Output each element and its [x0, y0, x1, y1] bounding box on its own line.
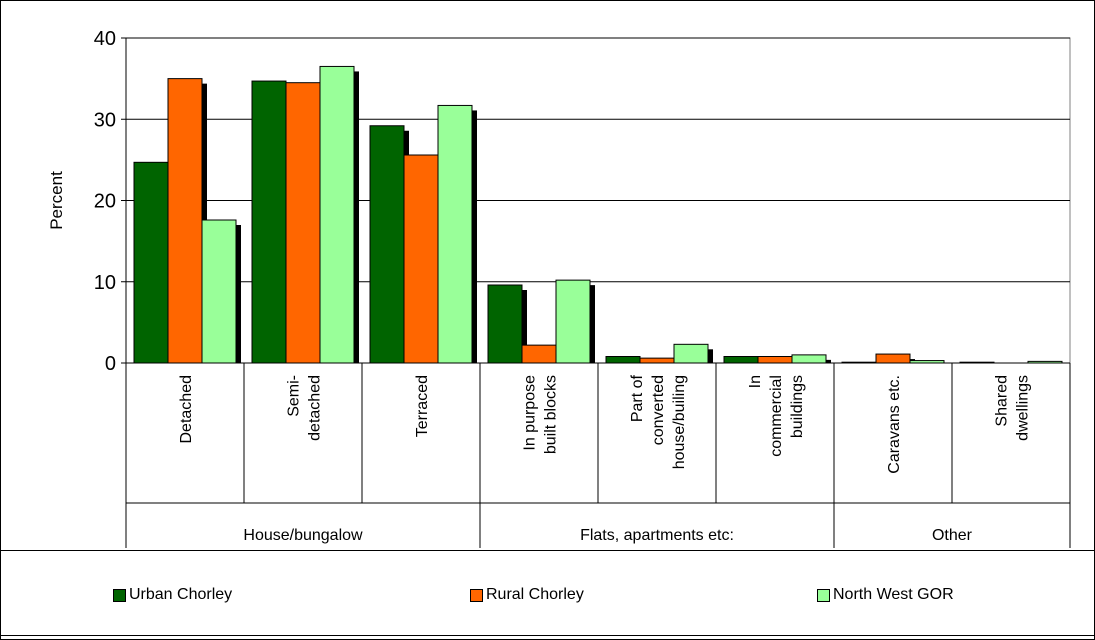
- category-label-line: dwellings: [1015, 375, 1032, 441]
- category-label-line: In purpose: [522, 375, 539, 451]
- category-label: Detached: [178, 375, 195, 444]
- bar-north-west-gor: [437, 104, 473, 364]
- y-tick-label: 30: [94, 109, 116, 131]
- category-label-line: In: [747, 375, 764, 388]
- legend-label: Rural Chorley: [486, 586, 584, 603]
- category-label-line: Semi-: [286, 375, 303, 417]
- bottom-border: [0, 635, 1095, 636]
- category-label: In commercial buildings: [747, 375, 806, 457]
- bar-rural-chorley: [285, 82, 321, 364]
- category-label-line: Detached: [178, 375, 195, 444]
- y-tick-label: 20: [94, 191, 116, 213]
- bar-rural-chorley: [757, 356, 793, 364]
- bar-urban-chorley: [487, 284, 523, 364]
- category-label-line: built blocks: [543, 375, 560, 454]
- bar-rural-chorley: [875, 353, 911, 364]
- bar-rural-chorley: [167, 78, 203, 364]
- category-label: In purpose built blocks: [522, 375, 560, 454]
- bar-urban-chorley: [133, 161, 169, 364]
- bar-rural-chorley: [403, 154, 439, 364]
- bar-north-west-gor: [319, 65, 355, 364]
- category-label-line: detached: [307, 375, 324, 441]
- bar-rural-chorley: [639, 357, 675, 364]
- category-label-line: buildings: [789, 375, 806, 438]
- category-label: Shared dwellings: [994, 375, 1032, 441]
- legend-top-border: [0, 550, 1095, 551]
- y-tick-label: 0: [105, 353, 116, 375]
- legend-item: Urban Chorley: [113, 586, 232, 604]
- legend-item: Rural Chorley: [470, 586, 584, 604]
- category-label-line: Caravans etc.: [886, 375, 903, 474]
- legend-swatch: [470, 588, 483, 602]
- bar-urban-chorley: [723, 356, 759, 364]
- bar-urban-chorley: [605, 356, 641, 364]
- bar-north-west-gor: [791, 354, 827, 364]
- bar-north-west-gor: [673, 343, 709, 364]
- category-label-line: commercial: [768, 375, 785, 457]
- legend-item: North West GOR: [817, 586, 954, 604]
- bar-north-west-gor: [201, 219, 237, 364]
- group-label: Flats, apartments etc:: [580, 527, 734, 544]
- group-label: House/bungalow: [243, 527, 363, 544]
- category-label: Semi-detached: [286, 375, 324, 441]
- category-label-line: Shared: [994, 375, 1011, 427]
- bar-north-west-gor: [555, 279, 591, 364]
- legend: Urban Chorley Rural Chorley North West GOR: [0, 551, 1095, 635]
- y-axis-title: Percent: [47, 171, 66, 230]
- bar-urban-chorley: [251, 80, 287, 364]
- bar-chart: 0 10 20 30 40 Percent Detached Semi-detached Ter…: [47, 28, 1071, 548]
- legend-swatch: [817, 588, 830, 602]
- bar-rural-chorley: [521, 344, 557, 364]
- category-label-line: Terraced: [414, 375, 431, 437]
- legend-label: North West GOR: [833, 586, 954, 603]
- category-label: Terraced: [414, 375, 431, 437]
- category-label: Caravans etc.: [886, 375, 903, 474]
- group-label: Other: [932, 527, 973, 544]
- category-label-line: Part of: [629, 374, 646, 422]
- category-label: Part of converted house/builing: [629, 374, 688, 469]
- category-label-line: converted: [650, 375, 667, 445]
- legend-label: Urban Chorley: [129, 586, 233, 603]
- y-tick-label: 40: [94, 28, 116, 50]
- y-tick-label: 10: [94, 272, 116, 294]
- bar-urban-chorley: [369, 125, 405, 364]
- category-label-line: house/builing: [671, 375, 688, 469]
- legend-swatch: [113, 588, 126, 602]
